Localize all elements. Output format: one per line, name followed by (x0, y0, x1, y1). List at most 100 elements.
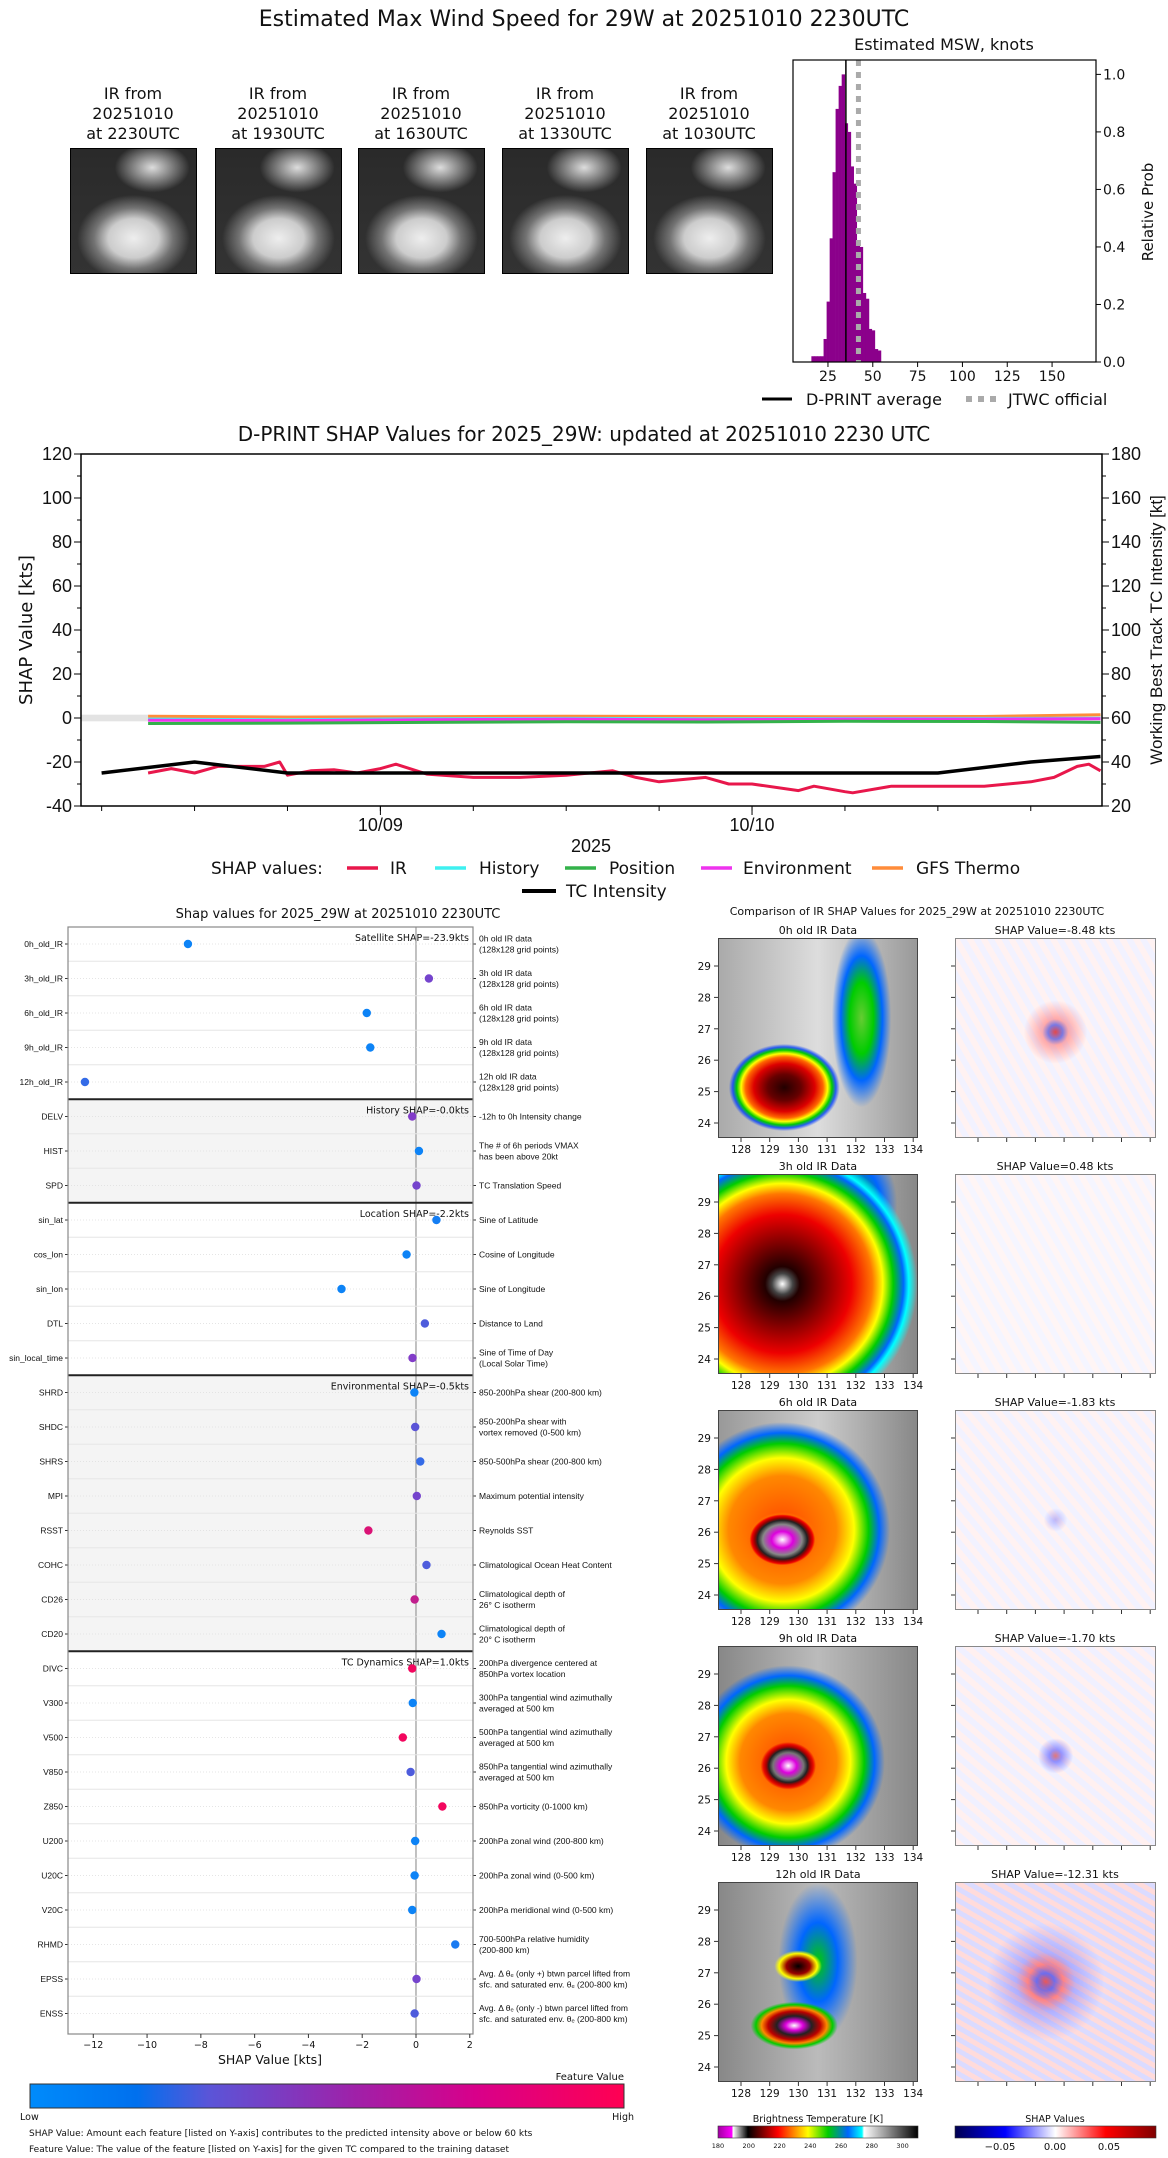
left-y-tick-label: -20 (46, 752, 72, 772)
lon-tick-label: 128 (731, 1852, 751, 1864)
feature-description: 200hPa divergence centered at (479, 1658, 598, 1668)
shap-panel-title: SHAP Value=-1.83 kts (995, 1396, 1116, 1409)
left-y-tick-label: 0 (62, 708, 72, 728)
histogram-bar (868, 328, 873, 362)
lat-tick-label: 28 (698, 1936, 711, 1948)
feature-description: Cosine of Longitude (479, 1250, 555, 1260)
series-line-gfs-thermo (148, 713, 1101, 719)
series-line-tc-intensity (101, 754, 1101, 775)
thumbnail-title-line: IR from (680, 84, 738, 103)
histogram-bar (871, 330, 876, 362)
lat-tick-label: 25 (698, 1559, 711, 1571)
shap-dot (410, 2009, 419, 2018)
lon-tick-label: 133 (874, 1852, 894, 1864)
lon-tick-label: 128 (731, 1616, 751, 1628)
shap-colorbar-tick-label: 0.05 (1098, 2142, 1120, 2153)
shap-dot (410, 1388, 419, 1397)
right-y-tick-label: 60 (1111, 708, 1131, 728)
histogram-bar (877, 350, 882, 362)
histogram-x-tick-label: 150 (1039, 369, 1066, 385)
lon-tick-label: 132 (846, 1144, 866, 1156)
feature-value-colorbar (29, 2083, 625, 2109)
ir-thumbnail-image (358, 148, 485, 274)
figure-title: Estimated Max Wind Speed for 29W at 2025… (259, 7, 910, 32)
ir-image (718, 1882, 918, 2082)
feature-description: Distance to Land (479, 1319, 543, 1329)
shap-dot (366, 1043, 375, 1052)
right-y-tick-label: 20 (1111, 796, 1131, 816)
bt-tick-label: 300 (896, 2142, 908, 2150)
lat-tick-label: 29 (698, 961, 711, 973)
feature-description: (128x128 grid points) (479, 979, 559, 989)
thumbnail-title-line: IR from (392, 84, 450, 103)
feature-description: 200hPa zonal wind (200-800 km) (479, 1836, 604, 1846)
feature-name: 9h_old_IR (24, 1043, 63, 1053)
colorbar-title: Feature Value (556, 2072, 624, 2083)
feature-name: CD26 (41, 1595, 63, 1605)
feature-description: 850hPa tangential wind azimuthally (479, 1762, 613, 1772)
timeseries-x-label: 2025 (571, 836, 611, 856)
bt-tick-label: 200 (743, 2142, 755, 2150)
lat-tick-label: 27 (698, 1260, 711, 1272)
feature-name: 0h_old_IR (24, 939, 63, 949)
feature-description: (128x128 grid points) (479, 1083, 559, 1093)
histogram-y-tick-label: 0.4 (1103, 240, 1125, 256)
lon-tick-label: 130 (788, 1380, 808, 1392)
shap-heatmap (955, 1646, 1156, 1846)
lat-tick-label: 28 (698, 992, 711, 1004)
feature-name: SPD (46, 1181, 63, 1191)
lon-tick-label: 131 (817, 1380, 837, 1392)
histogram-bar (820, 356, 824, 362)
shap-dot (410, 1871, 419, 1880)
series-line-ir (147, 760, 1102, 795)
left-y-tick-label: 80 (52, 532, 72, 552)
feature-description: 850-500hPa shear (200-800 km) (479, 1457, 602, 1467)
ir-image (718, 1410, 918, 1610)
shap-summary-axes (67, 926, 474, 2035)
thumbnail-title-line: at 1630UTC (374, 124, 468, 143)
histogram-bar (850, 166, 854, 362)
histogram-bar (859, 246, 864, 362)
feature-description: 3h old IR data (479, 968, 532, 978)
shap-dot (337, 1284, 346, 1294)
thumbnail-title-line: at 1030UTC (662, 124, 756, 143)
feature-description: 6h old IR data (479, 1003, 532, 1013)
histogram-y-tick-label: 0.2 (1103, 297, 1125, 313)
feature-description: The # of 6h periods VMAX (479, 1141, 579, 1151)
feature-description: 500hPa tangential wind azimuthally (479, 1727, 613, 1737)
group-shap-label: TC Dynamics SHAP=1.0kts (341, 1658, 469, 1669)
feature-description: Sine of Time of Day (479, 1348, 554, 1358)
lon-tick-label: 133 (874, 1144, 894, 1156)
histogram-y-tick-label: 1.0 (1103, 67, 1125, 83)
thumbnail-title-line: at 1930UTC (231, 124, 325, 143)
legend-label: History (479, 859, 539, 879)
lon-tick-label: 130 (788, 1144, 808, 1156)
shap-dot (420, 1319, 430, 1328)
lon-tick-label: 129 (760, 1852, 780, 1864)
histogram-bar (838, 85, 842, 362)
shap-dot (408, 1112, 417, 1121)
shap-dot (408, 1905, 417, 1915)
shap-dot (80, 1077, 90, 1087)
lon-tick-label: 131 (817, 1616, 837, 1628)
shap-colorbar-tick-label: 0.00 (1044, 2142, 1066, 2153)
group-shap-label: History SHAP=-0.0kts (366, 1106, 469, 1117)
feature-description: (128x128 grid points) (479, 1048, 559, 1058)
histogram-y-tick-label: 0.8 (1103, 125, 1125, 141)
feature-name: V300 (43, 1698, 63, 1708)
feature-name: U200 (43, 1836, 64, 1846)
feature-name: DIVC (43, 1664, 63, 1674)
lon-tick-label: 132 (846, 1852, 866, 1864)
lon-tick-label: 134 (903, 1144, 923, 1156)
lon-tick-label: 132 (846, 1380, 866, 1392)
feature-description: Climatological depth of (479, 1589, 566, 1599)
ir-panel-title: 3h old IR Data (779, 1160, 857, 1173)
lon-tick-label: 128 (731, 1144, 751, 1156)
ir-image (718, 1646, 918, 1846)
shap-colorbar-tick-label: −0.05 (985, 2142, 1016, 2153)
lat-tick-label: 27 (698, 1024, 711, 1036)
histogram-bar (832, 172, 836, 362)
feature-name: HIST (44, 1146, 63, 1156)
